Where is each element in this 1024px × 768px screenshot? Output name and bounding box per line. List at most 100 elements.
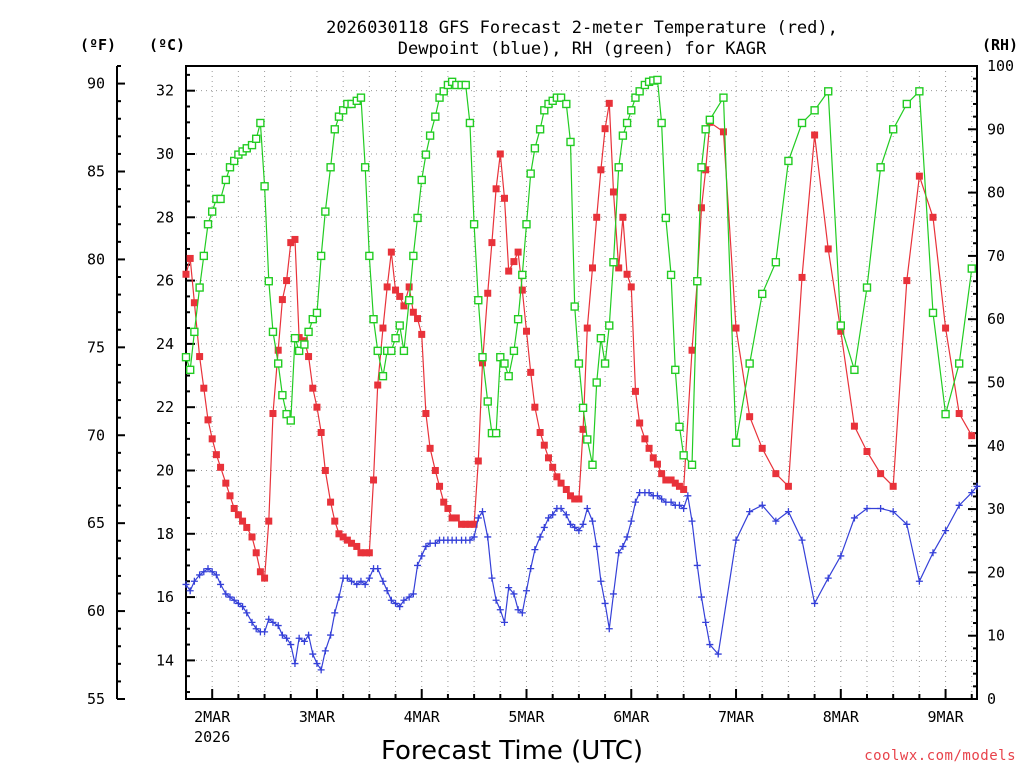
celsius-tick-label: 26 [156,272,174,290]
chart-title-line-2: Dewpoint (blue), RH (green) for KAGR [398,39,767,59]
temperature-point [448,514,456,522]
rh-point [687,460,697,469]
rh-point [300,340,309,349]
rh-point [596,333,606,343]
temperature-point [400,302,408,310]
dewpoint-point [327,631,335,639]
credit-link[interactable]: coolwx.com/models [864,748,1016,764]
temperature-point [784,482,792,490]
temperature-point [291,235,299,243]
rh-point [745,359,754,368]
dewpoint-point [182,580,190,588]
rh-point [526,169,535,178]
rh-point [562,99,571,109]
dewpoint-point [190,577,198,585]
temperature-point [261,574,269,582]
temperature-point [540,441,548,449]
temperature-point [589,264,597,272]
temperature-point [339,533,347,541]
dewpoint-point [536,533,544,541]
rh-point [286,416,295,425]
rh-point [461,80,470,90]
rh-point [373,346,382,356]
dewpoint-point [500,618,508,626]
dewpoint-point [619,542,627,550]
dewpoint-point [557,504,565,512]
dewpoint-point [929,549,937,557]
dewpoint-point [667,498,675,506]
dewpoint-point [321,647,329,655]
rh-point [622,118,632,128]
dewpoint-point [488,574,496,582]
rh-point [391,333,400,343]
temperature-point [357,549,365,557]
dewpoint-point [510,590,518,598]
temperature-point [370,476,378,484]
rh-point [483,397,492,406]
rh-point [500,359,509,368]
temperature-point [732,324,740,332]
dewpoint-point [609,590,617,598]
rh-point [697,163,706,172]
temperature-point [353,542,361,550]
temperature-point [553,473,561,481]
rh-point [207,207,217,216]
temperature-point [239,517,247,525]
dewpoint-point [222,590,230,598]
temperature-point [440,498,448,506]
rh-point [556,93,566,102]
rh-point [181,352,191,362]
temperature-point [500,194,508,202]
rh-point [618,131,628,140]
rh-point [941,409,950,419]
dewpoint-point [583,504,591,512]
time-tick-label: 5MAR [508,708,545,726]
temperature-point [392,286,400,294]
rh-point [326,163,335,172]
temperature-point [313,403,321,411]
rh-point [605,321,614,330]
temperature-point [518,286,526,294]
dewpoint-point [212,571,220,579]
temperature-point [226,492,234,500]
celsius-tick-label: 32 [156,82,174,100]
rh-point [203,220,213,229]
dewpoint-point [955,501,963,509]
rh-point [413,213,422,223]
rh-point [600,359,610,368]
rh-point [824,87,833,96]
rh-point [578,403,588,413]
dewpoint-point [579,520,587,528]
temperature-point [492,185,500,193]
temperature-point [623,270,631,278]
time-tick-label: 4MAR [404,708,441,726]
celsius-tick-label: 22 [156,398,174,416]
temperature-point [496,150,504,158]
rh-point [378,371,388,381]
rh-point [290,333,300,343]
temperature-point [252,549,260,557]
temperature-point [274,346,282,354]
temperature-point [256,568,264,576]
temperature-point [484,289,492,297]
dewpoint-point [287,641,295,649]
temperature-point [824,245,832,253]
dewpoint-point [688,517,696,525]
dewpoint-point [942,527,950,535]
dewpoint-point [422,542,430,550]
rh-point [518,270,527,280]
rh-tick-label: 80 [987,184,1005,202]
temperature-point [631,387,639,395]
temperature-point [331,517,339,525]
rh-point [666,270,676,280]
celsius-tick-label: 28 [156,208,174,226]
dewpoint-point [305,631,313,639]
temperature-point [470,520,478,528]
time-tick-label: 3MAR [299,708,336,726]
rh-point [268,327,278,337]
temperature-point [531,403,539,411]
dewpoint-point [466,536,474,544]
dewpoint-point [239,603,247,611]
dewpoint-point [217,580,225,588]
